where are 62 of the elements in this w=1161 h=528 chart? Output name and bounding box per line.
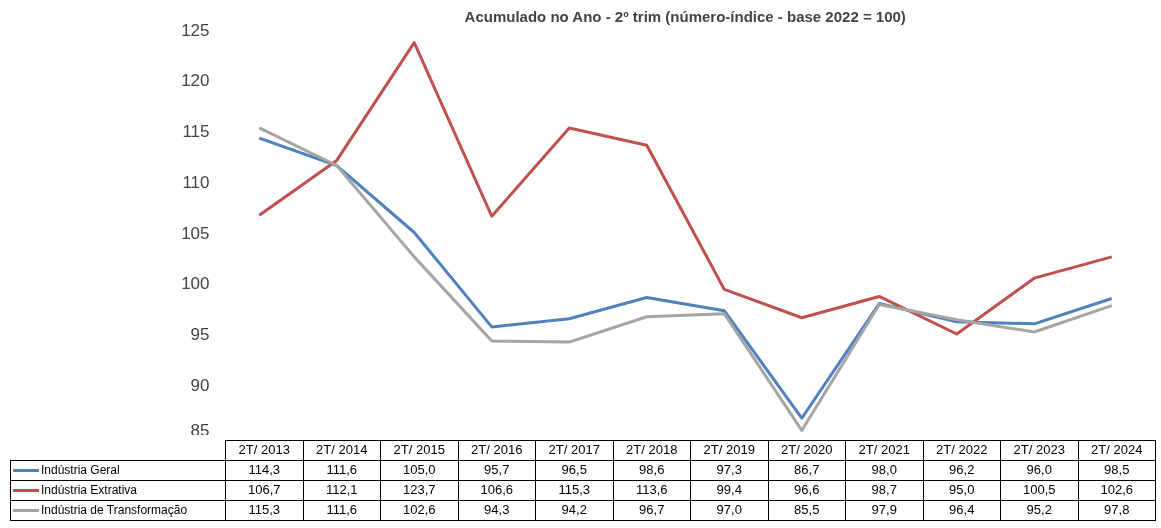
data-label: 98,6 — [613, 460, 691, 481]
x-tick-label: 2T/ 2020 — [768, 440, 846, 461]
data-label: 95,0 — [923, 480, 1001, 501]
y-tick-label: 125 — [181, 20, 210, 40]
legend-label: Indústria de Transformação — [10, 500, 226, 521]
data-label: 111,6 — [303, 500, 381, 521]
data-label: 97,9 — [845, 500, 923, 521]
data-label: 123,7 — [380, 480, 458, 501]
data-label: 86,7 — [768, 460, 846, 481]
x-tick-label: 2T/ 2019 — [690, 440, 768, 461]
x-tick-label: 2T/ 2022 — [923, 440, 1001, 461]
data-label: 112,1 — [303, 480, 381, 501]
data-label: 99,4 — [690, 480, 768, 501]
data-label: 96,0 — [1000, 460, 1078, 481]
data-label: 96,7 — [613, 500, 691, 521]
data-label: 98,5 — [1078, 460, 1156, 481]
data-label: 94,3 — [458, 500, 536, 521]
data-label: 97,8 — [1078, 500, 1156, 521]
legend-label: Indústria Extrativa — [10, 480, 226, 501]
y-tick-label: 95 — [190, 325, 210, 344]
x-tick-label: 2T/ 2014 — [303, 440, 381, 461]
x-tick-label: 2T/ 2015 — [380, 440, 458, 461]
data-label: 115,3 — [535, 480, 613, 501]
y-tick-label: 100 — [181, 274, 210, 294]
data-label: 96,4 — [923, 500, 1001, 521]
x-tick-label: 2T/ 2021 — [845, 440, 923, 461]
y-tick-label: 90 — [190, 375, 210, 395]
data-label: 96,5 — [535, 460, 613, 481]
data-label: 102,6 — [1078, 480, 1156, 501]
data-label: 97,0 — [690, 500, 768, 521]
data-label: 100,5 — [1000, 480, 1078, 501]
data-label: 85,5 — [768, 500, 846, 521]
chart-title: Acumulado no Ano - 2º trim (número-índice - base 2022 = 100) — [464, 7, 906, 25]
y-tick-label: 120 — [181, 71, 210, 91]
data-label: 97,3 — [690, 460, 768, 481]
data-label: 96,2 — [923, 460, 1001, 481]
x-tick-label: 2T/ 2017 — [535, 440, 613, 461]
data-label: 102,6 — [380, 500, 458, 521]
x-tick-label: 2T/ 2024 — [1078, 440, 1156, 461]
data-label: 95,2 — [1000, 500, 1078, 521]
data-label: 106,7 — [225, 480, 303, 501]
line-series — [257, 41, 1114, 336]
data-label: 98,0 — [845, 460, 923, 481]
data-label: 114,3 — [225, 460, 303, 481]
data-label: 96,6 — [768, 480, 846, 501]
legend-label: Indústria Geral — [10, 460, 226, 481]
data-label: 111,6 — [303, 460, 381, 481]
x-tick-label: 2T/ 2018 — [613, 440, 691, 461]
data-label: 115,3 — [225, 500, 303, 521]
data-label: 105,0 — [380, 460, 458, 481]
y-tick-label: 105 — [181, 223, 210, 243]
x-tick-label: 2T/ 2016 — [458, 440, 536, 461]
y-tick-label: 85 — [190, 420, 210, 440]
x-tick-label: 2T/ 2023 — [1000, 440, 1078, 461]
data-label: 95,7 — [458, 460, 536, 481]
y-tick-label: 110 — [182, 172, 210, 192]
data-label: 113,6 — [613, 480, 691, 501]
y-tick-label: 115 — [182, 122, 210, 141]
x-tick-label: 2T/ 2013 — [225, 440, 303, 461]
data-label: 94,2 — [535, 500, 613, 521]
data-label: 106,6 — [458, 480, 536, 501]
data-label: 98,7 — [845, 480, 923, 501]
